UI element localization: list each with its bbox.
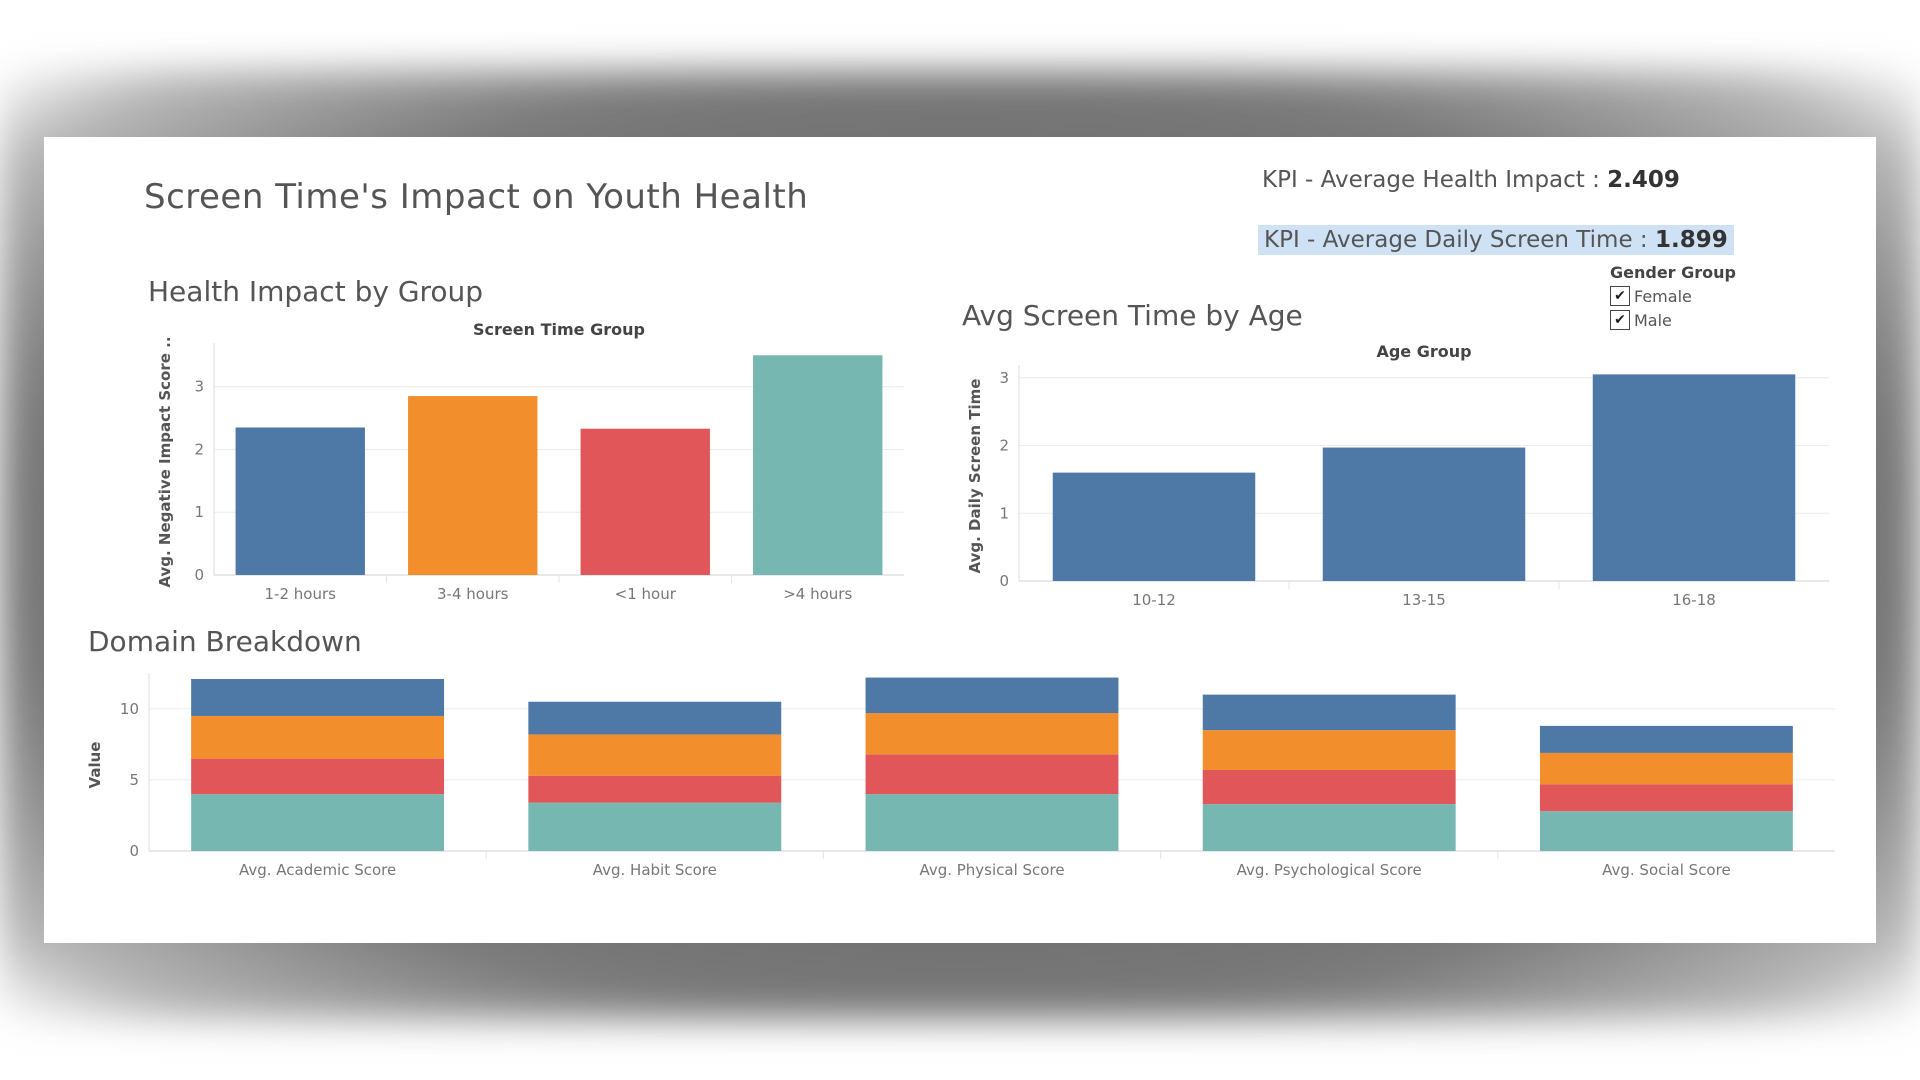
- y-tick-label: 1: [999, 504, 1009, 522]
- chart-header-label: Age Group: [1376, 342, 1471, 361]
- stacked-bar-segment: [865, 677, 1119, 714]
- stacked-bar-segment: [865, 794, 1119, 851]
- bar: [408, 396, 538, 575]
- stacked-bar-segment: [1539, 784, 1793, 812]
- y-tick-label: 0: [129, 842, 139, 860]
- y-axis-title: Value: [86, 742, 104, 789]
- x-tick-label: 13-15: [1402, 591, 1446, 609]
- y-tick-label: 5: [129, 771, 139, 789]
- x-tick-label: Avg. Physical Score: [919, 861, 1064, 879]
- y-tick-label: 1: [194, 503, 204, 521]
- x-tick-label: Avg. Habit Score: [593, 861, 717, 879]
- bar: [1322, 447, 1526, 581]
- chart-health-impact: 0 1 2 3 Screen Time Group Avg. Negative Impac…: [156, 320, 904, 603]
- stacked-bar-segment: [528, 701, 782, 735]
- chart-title-domain-breakdown: Domain Breakdown: [88, 625, 362, 658]
- x-tick-label: Avg. Psychological Score: [1237, 861, 1422, 879]
- stacked-bar-segment: [865, 754, 1119, 795]
- chart-header-label: Screen Time Group: [473, 320, 645, 339]
- stacked-bar-segment: [191, 715, 445, 759]
- chart-domain-breakdown: 0 5 10 Value Avg. Academic Score Avg. Habit S…: [86, 673, 1835, 879]
- filter-item-male[interactable]: ✔ Male: [1610, 310, 1736, 330]
- x-tick-label: <1 hour: [615, 585, 677, 603]
- gender-group-title: Gender Group: [1610, 263, 1736, 282]
- filter-item-label: Male: [1634, 310, 1672, 330]
- stacked-bar-segment: [1202, 730, 1456, 770]
- kpi-average-health-impact: KPI - Average Health Impact : 2.409: [1262, 167, 1680, 193]
- gender-group-filter: Gender Group ✔ Female ✔ Male: [1610, 263, 1736, 330]
- stacked-bar-segment: [191, 794, 445, 851]
- y-tick-label: 3: [999, 369, 1009, 387]
- x-tick-label: >4 hours: [783, 585, 852, 603]
- y-axis-title: Avg. Negative Impact Score ..: [156, 336, 174, 587]
- stacked-bar-segment: [1202, 769, 1456, 805]
- chart-title-health-impact: Health Impact by Group: [148, 275, 484, 308]
- stacked-bar-segment: [1202, 804, 1456, 851]
- kpi-health-value: 2.409: [1607, 167, 1680, 193]
- x-tick-label: Avg. Social Score: [1602, 861, 1731, 879]
- bar: [1052, 472, 1256, 581]
- y-tick-label: 2: [999, 437, 1009, 455]
- filter-item-female[interactable]: ✔ Female: [1610, 286, 1736, 306]
- bar: [235, 427, 365, 575]
- kpi-average-daily-screen-time: KPI - Average Daily Screen Time : 1.899: [1258, 225, 1734, 255]
- chart-title-screen-time-age: Avg Screen Time by Age: [962, 299, 1303, 332]
- stacked-bar-segment: [528, 802, 782, 851]
- stacked-bar-segment: [528, 734, 782, 776]
- x-tick-label: Avg. Academic Score: [239, 861, 396, 879]
- dashboard: Screen Time's Impact on Youth Health KPI…: [44, 137, 1876, 943]
- y-tick-label: 2: [194, 440, 204, 458]
- x-tick-label: 16-18: [1672, 591, 1716, 609]
- stacked-bar-segment: [191, 758, 445, 795]
- bar: [580, 428, 710, 575]
- bar: [753, 355, 883, 575]
- x-tick-label: 3-4 hours: [437, 585, 509, 603]
- y-axis-title: Avg. Daily Screen Time: [966, 379, 984, 574]
- page-title: Screen Time's Impact on Youth Health: [144, 177, 809, 217]
- stacked-bar-segment: [191, 679, 445, 716]
- kpi-screen-label: KPI - Average Daily Screen Time :: [1264, 227, 1655, 253]
- kpi-health-label: KPI - Average Health Impact :: [1262, 167, 1608, 193]
- stacked-bar-segment: [865, 713, 1119, 755]
- stacked-bar-segment: [1202, 694, 1456, 731]
- stacked-bar-segment: [528, 775, 782, 803]
- x-tick-label: 10-12: [1132, 591, 1176, 609]
- filter-item-label: Female: [1634, 286, 1692, 306]
- checkbox-checked-icon[interactable]: ✔: [1610, 310, 1630, 330]
- y-tick-label: 0: [999, 572, 1009, 590]
- bar: [1592, 374, 1796, 581]
- y-tick-label: 10: [120, 700, 139, 718]
- stacked-bar-segment: [1539, 752, 1793, 785]
- kpi-screen-value: 1.899: [1654, 227, 1728, 253]
- stacked-bar-segment: [1539, 725, 1793, 753]
- checkbox-checked-icon[interactable]: ✔: [1610, 286, 1630, 306]
- y-tick-label: 3: [194, 378, 204, 396]
- stacked-bar-segment: [1539, 811, 1793, 851]
- y-tick-label: 0: [194, 566, 204, 584]
- x-tick-label: 1-2 hours: [265, 585, 337, 603]
- chart-screen-time-age: 0 1 2 3 Age Group Avg. Daily Screen Time 10-12…: [966, 342, 1829, 609]
